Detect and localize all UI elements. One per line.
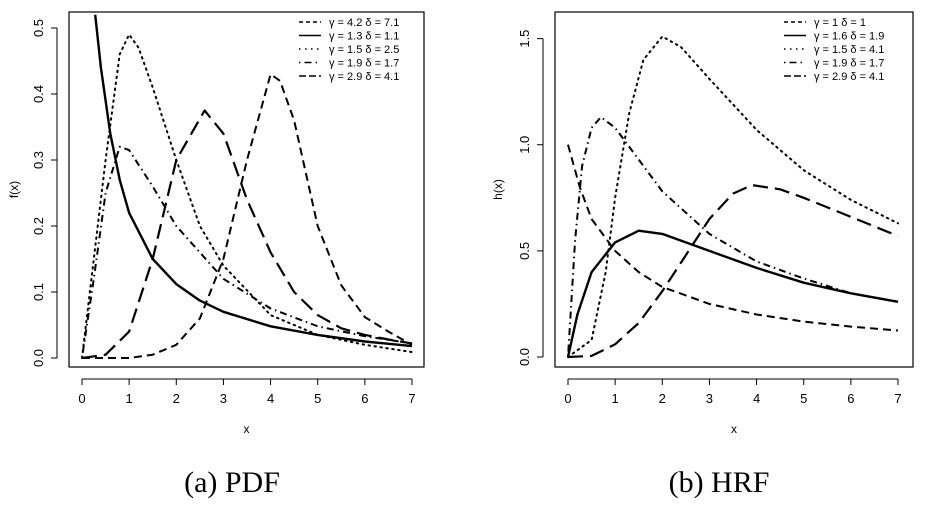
series-line-1: [82, 73, 413, 359]
legend-label-3: γ = 1.5 δ = 4.1: [814, 44, 884, 56]
x-tick-label: 3: [220, 391, 227, 406]
plot-frame: [68, 11, 425, 368]
x-tick-label: 7: [408, 391, 415, 406]
x-tick-label: 4: [753, 391, 760, 406]
x-tick-label: 0: [78, 391, 85, 406]
x-tick-label: 1: [126, 391, 133, 406]
y-tick-label: 0.4: [31, 85, 46, 103]
x-tick-label: 2: [659, 391, 666, 406]
y-tick-label: 0.0: [517, 348, 532, 366]
legend-label-5: γ = 2.9 δ = 4.1: [814, 71, 884, 83]
series-line-5: [81, 109, 413, 360]
series-line-1: [567, 144, 899, 332]
y-tick-label: 0.2: [31, 217, 46, 235]
y-axis-title: h(x): [491, 179, 505, 200]
x-tick-label: 3: [706, 391, 713, 406]
x-tick-label: 0: [564, 391, 571, 406]
series-line-4: [567, 116, 899, 358]
y-tick-label: 1.5: [517, 30, 532, 48]
series-line-2: [566, 229, 899, 358]
y-tick-label: 0.0: [31, 349, 46, 367]
legend-label-4: γ = 1.9 δ = 1.7: [329, 58, 399, 70]
legend-label-2: γ = 1.3 δ = 1.1: [329, 31, 399, 43]
x-tick-label: 6: [361, 391, 368, 406]
plot-frame: [554, 11, 914, 368]
x-tick-label: 2: [173, 391, 180, 406]
y-tick-label: 0.5: [517, 242, 532, 260]
y-tick-label: 1.0: [517, 136, 532, 154]
series-line-3: [81, 33, 413, 359]
x-axis-title: x: [244, 422, 250, 436]
legend-label-1: γ = 4.2 δ = 7.1: [329, 17, 399, 29]
legend-label-4: γ = 1.9 δ = 1.7: [814, 58, 884, 70]
x-tick-label: 1: [612, 391, 619, 406]
y-tick-label: 0.1: [31, 283, 46, 301]
x-tick-label: 5: [800, 391, 807, 406]
x-tick-label: 4: [267, 391, 274, 406]
x-tick-label: 6: [847, 391, 854, 406]
series-group: [81, 14, 413, 360]
x-axis-title: x: [731, 422, 737, 436]
y-axis-title: f(x): [7, 181, 21, 198]
hrf-panel: 0 1 2 3 4 5 6 7 0.0 0.5 1.0 1.5 x h(x) γ = 1 δ = 1 γ = …: [491, 11, 914, 436]
pdf-panel: 0 1 2 3 4 5 6 7 0.0 0.1 0.2 0.3 0.4 0.5 x f(x) γ = 4.2 δ…: [7, 11, 425, 436]
x-tick-label: 7: [894, 391, 901, 406]
legend-label-5: γ = 2.9 δ = 4.1: [329, 71, 399, 83]
caption-pdf: (a) PDF: [184, 466, 280, 499]
x-tick-label: 5: [314, 391, 321, 406]
caption-hrf: (b) HRF: [669, 466, 770, 499]
legend-label-2: γ = 1.6 δ = 1.9: [814, 31, 884, 43]
series-line-4: [81, 145, 413, 359]
series-line-5: [567, 184, 899, 359]
legend-label-1: γ = 1 δ = 1: [814, 17, 866, 29]
legend-label-3: γ = 1.5 δ = 2.5: [329, 44, 399, 56]
y-tick-label: 0.3: [31, 151, 46, 169]
y-tick-label: 0.5: [31, 19, 46, 37]
series-group: [566, 35, 899, 359]
series-line-3: [567, 35, 899, 358]
